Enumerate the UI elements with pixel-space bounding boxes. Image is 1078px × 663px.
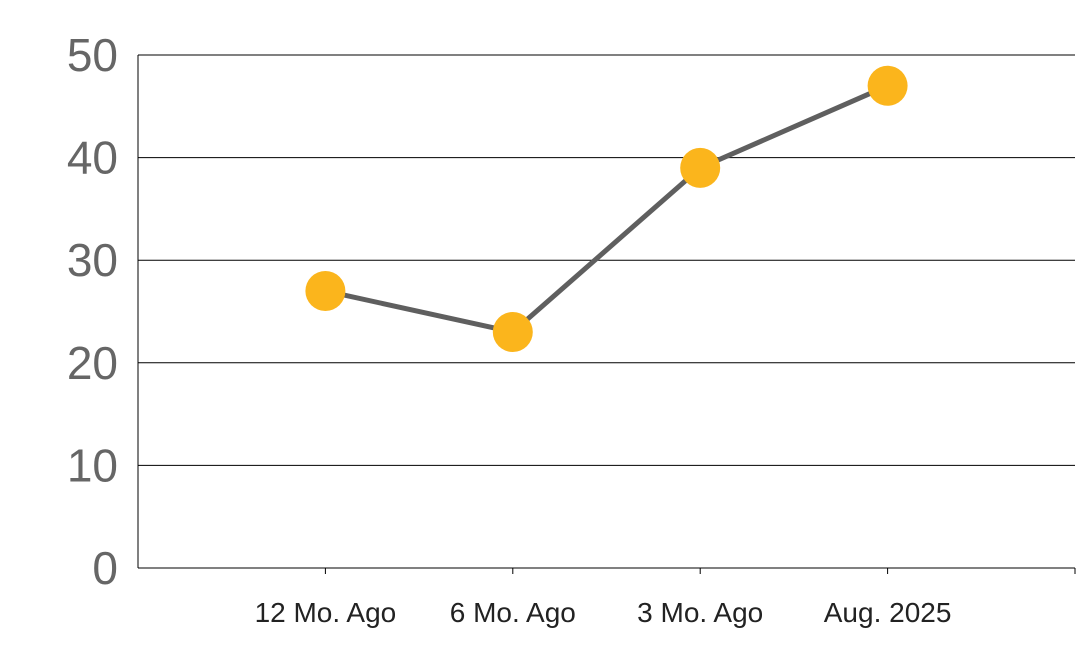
x-tick-label: 6 Mo. Ago	[450, 597, 576, 628]
y-tick-label: 0	[92, 542, 118, 594]
data-point	[867, 65, 908, 106]
x-axis-tick-labels: 12 Mo. Ago 6 Mo. Ago 3 Mo. Ago Aug. 2025	[255, 597, 952, 628]
y-tick-label: 40	[67, 132, 118, 184]
x-tick-label: 3 Mo. Ago	[637, 597, 763, 628]
y-tick-label: 50	[67, 29, 118, 81]
gridlines	[138, 54, 1075, 466]
data-point	[305, 270, 346, 311]
series-line	[324, 83, 889, 335]
series	[305, 65, 908, 353]
y-tick-label: 30	[67, 234, 118, 286]
x-tick-label: Aug. 2025	[824, 597, 952, 628]
x-tick-label: 12 Mo. Ago	[255, 597, 397, 628]
y-tick-label: 10	[67, 439, 118, 491]
data-point	[492, 312, 533, 353]
axes	[137, 55, 1076, 574]
y-axis-tick-labels: 0 10 20 30 40 50	[67, 29, 118, 594]
y-tick-label: 20	[67, 337, 118, 389]
data-point	[680, 147, 721, 188]
